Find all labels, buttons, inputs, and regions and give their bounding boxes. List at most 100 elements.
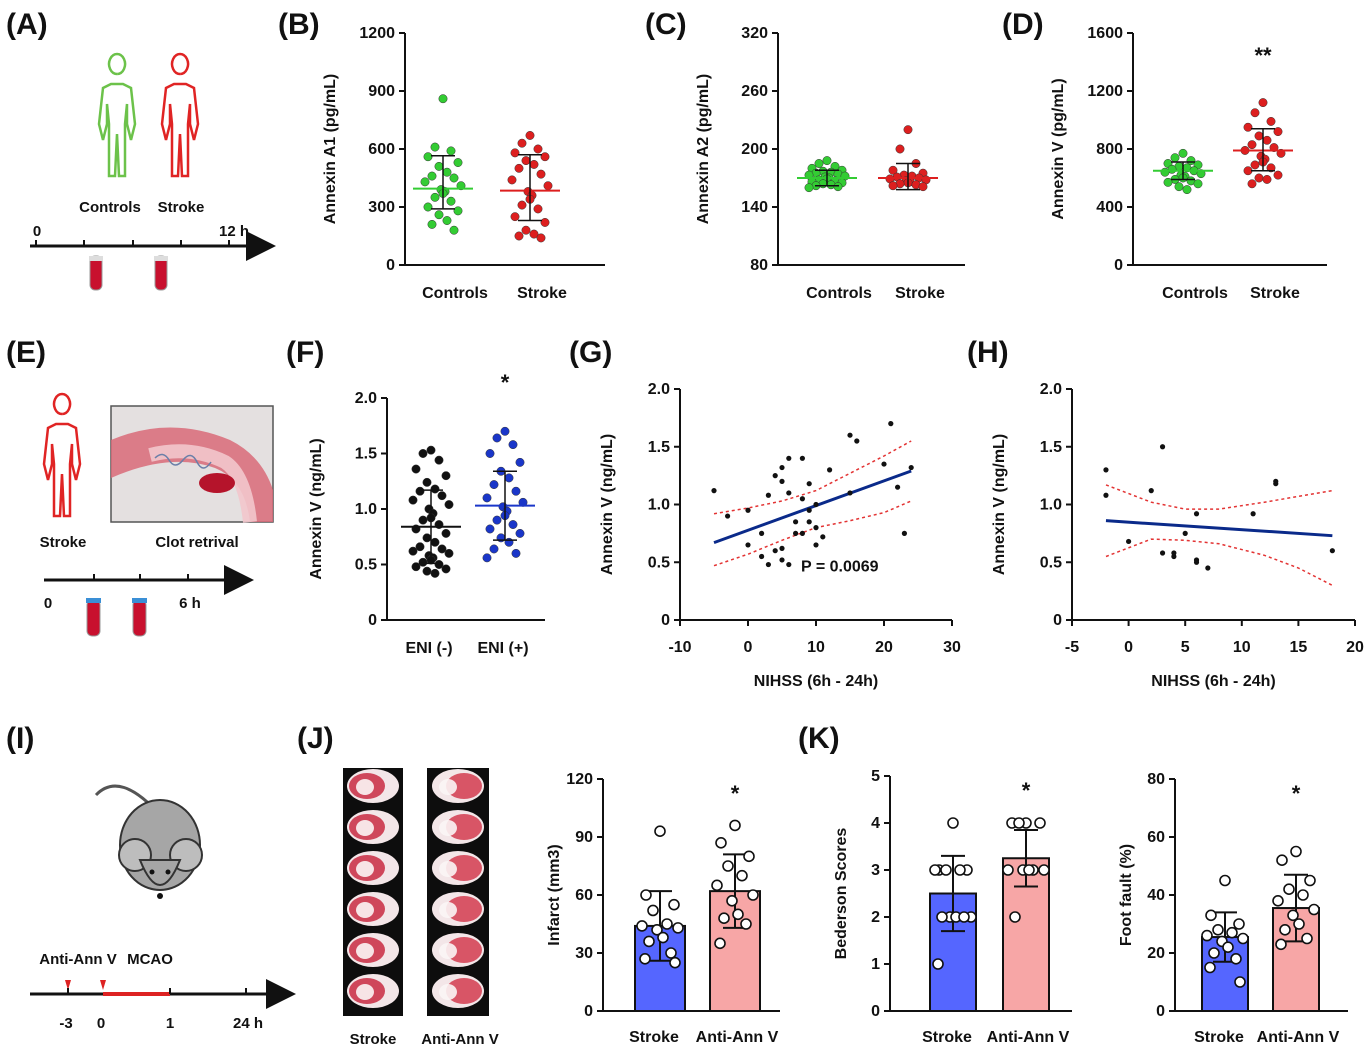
data-point (888, 165, 898, 175)
data-point (1148, 488, 1154, 494)
data-point (423, 202, 433, 212)
significance-marker: * (1022, 778, 1031, 803)
x-tick-label: 10 (807, 639, 825, 656)
data-point (521, 225, 531, 235)
x-category-label: Controls (422, 285, 488, 302)
panel-label-b: (B) (278, 8, 320, 41)
data-point (772, 548, 778, 554)
infarct-area (439, 820, 457, 836)
data-point (540, 218, 550, 227)
y-tick-label: 1200 (359, 25, 395, 42)
data-point (418, 515, 428, 525)
y-tick-label: 1200 (1087, 83, 1123, 100)
data-point (1262, 175, 1272, 184)
data-point (434, 455, 444, 465)
brain-slice-stain (446, 855, 482, 881)
data-point (510, 148, 520, 158)
data-point (847, 490, 853, 496)
chart-foot-fault: 0 20 40 60 80 Foot fault (%) Stroke Anti-Ann V * (1118, 771, 1348, 1046)
x-tick-label: 20 (1346, 639, 1364, 656)
brain-slice-stain (446, 773, 482, 799)
data-point (1283, 883, 1295, 896)
y-tick-label: 0 (386, 257, 395, 274)
infarct-area (356, 943, 374, 959)
panel-e-schematic: Stroke Clot retrival 0 6 h (40, 392, 274, 637)
data-point (711, 879, 723, 892)
data-point (779, 478, 785, 484)
y-axis-label: Annexin A1 (pg/mL) (322, 74, 339, 225)
timeline-label: 24 h (233, 1015, 263, 1032)
x-category-label: Anti-Ann V (987, 1029, 1070, 1046)
data-point (806, 519, 812, 525)
data-point (736, 869, 748, 882)
blood-tube-icon (86, 598, 101, 637)
y-tick-label: 600 (368, 141, 395, 158)
panel-label-c: (C) (645, 8, 687, 41)
data-point (1237, 932, 1249, 945)
data-point (1250, 160, 1260, 170)
brain-slice-images: Stroke Anti-Ann V (343, 768, 499, 1048)
chart-annexin-v-eni: 0 0.5 1.0 1.5 2.0 Annexin V (ng/mL) ENI (-) ENI… (308, 370, 545, 657)
data-point (636, 920, 648, 932)
data-point (833, 182, 843, 192)
data-point (881, 461, 887, 467)
infarct-area (356, 779, 374, 795)
data-point (517, 138, 527, 148)
data-point (434, 560, 444, 569)
data-point (940, 864, 952, 876)
data-point (415, 542, 425, 552)
data-point (813, 542, 819, 548)
data-point (1208, 947, 1220, 959)
control-human-icon (97, 52, 137, 178)
x-category-label: Controls (806, 285, 872, 302)
data-point (718, 912, 730, 925)
data-point (759, 553, 765, 560)
data-point (643, 935, 655, 948)
data-point (793, 530, 799, 536)
data-point (732, 908, 744, 921)
y-tick-label: 2.0 (648, 381, 670, 398)
data-point (418, 449, 428, 458)
x-tick-label: 5 (1181, 639, 1190, 656)
y-tick-label: 3 (871, 862, 880, 879)
data-point (822, 156, 832, 166)
data-point (408, 495, 418, 505)
slice-group (347, 769, 484, 1008)
y-tick-label: 20 (1147, 945, 1165, 962)
brain-slice-stain (446, 896, 482, 922)
data-point (543, 181, 553, 191)
anti-annv-label: Anti-Ann V (421, 1031, 498, 1048)
x-tick-label: -10 (668, 639, 691, 656)
x-category-label: Anti-Ann V (696, 1029, 779, 1046)
chart-infarct-volume: 0 30 60 90 120 Infarct (mm3) Stroke Anti-Ann V * (546, 771, 780, 1046)
infarct-area (439, 984, 457, 1000)
timeline-start: 0 (33, 223, 41, 240)
y-tick-label: 2.0 (1040, 381, 1062, 398)
data-point (1009, 911, 1021, 923)
ci-upper-line (1105, 484, 1333, 510)
data-point (786, 561, 792, 568)
data-point (1290, 845, 1302, 858)
data-point (806, 507, 812, 513)
y-axis-label: Infarct (mm3) (546, 844, 563, 945)
data-point (779, 545, 785, 551)
data-point (533, 144, 543, 154)
stroke-human-icon (42, 392, 82, 518)
data-point (711, 488, 717, 494)
data-point (453, 206, 463, 216)
stroke-label: Stroke (158, 199, 205, 216)
data-point (533, 204, 543, 214)
data-point (442, 167, 452, 177)
data-point (482, 553, 492, 563)
data-point (908, 464, 914, 471)
timeline-label: 0 (97, 1015, 105, 1032)
significance-marker: ** (1254, 43, 1272, 68)
x-tick-label: 30 (943, 639, 961, 656)
timeline-label: 1 (166, 1015, 174, 1032)
stroke-label: Stroke (40, 534, 87, 551)
panel-label-i: (I) (6, 722, 34, 755)
data-point (430, 142, 440, 152)
data-point (1205, 565, 1211, 571)
data-point (492, 515, 502, 525)
